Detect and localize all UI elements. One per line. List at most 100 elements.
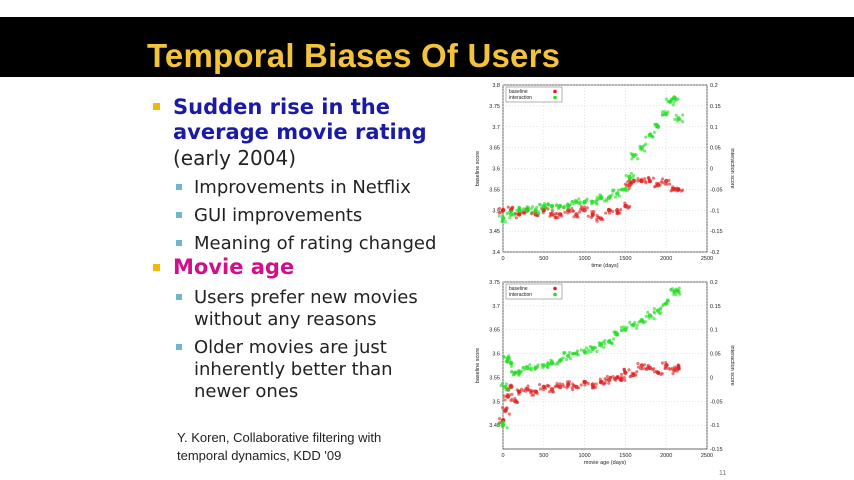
baseline-point [676, 363, 680, 367]
interaction-point [506, 360, 510, 364]
y2-tick-label: 0.1 [710, 125, 718, 131]
y2-axis-label: interaction score [729, 148, 735, 188]
interaction-point [608, 195, 612, 199]
interaction-point [615, 191, 620, 196]
interaction-point [630, 152, 635, 156]
baseline-point [655, 181, 659, 185]
baseline-point [526, 384, 530, 388]
chart-movie-age: 0 500 1000 1500 2000 2500 3.45 3.5 3.55 3.6 3.65 3.… [475, 280, 735, 466]
baseline-point [509, 399, 513, 403]
interaction-point [636, 157, 640, 161]
bullet-2-label: Movie age [173, 255, 295, 279]
interaction-point [675, 119, 680, 123]
legend-label: baseline [509, 286, 528, 292]
baseline-point [586, 214, 590, 218]
y-tick-label: 3.45 [489, 229, 500, 235]
y2-tick-label: 0.05 [710, 146, 721, 152]
baseline-point [613, 378, 618, 382]
interaction-point [619, 188, 623, 192]
baseline-point [524, 386, 528, 390]
baseline-point [644, 181, 648, 185]
interaction-point [589, 350, 593, 354]
y2-tick-label: 0 [710, 375, 713, 381]
baseline-point [653, 370, 657, 374]
interaction-point [634, 153, 638, 157]
legend-label: baseline [509, 89, 528, 95]
baseline-point [601, 217, 605, 222]
bullet-marker [153, 103, 160, 110]
title-bar: Temporal Biases Of Users [0, 17, 854, 77]
interaction-point [550, 204, 554, 208]
y-tick-label: 3.55 [489, 375, 500, 381]
interaction-point [642, 143, 646, 148]
interaction-point [584, 346, 589, 350]
interaction-point [681, 113, 685, 117]
y-tick-label: 3.7 [492, 304, 500, 310]
interaction-point [613, 332, 617, 337]
baseline-point [618, 378, 623, 382]
interaction-point [640, 320, 644, 324]
baseline-point [647, 176, 651, 180]
sub-bullet-netflix: Improvements in Netflix [194, 177, 411, 198]
baseline-point [538, 387, 543, 391]
interaction-point [661, 302, 666, 306]
interaction-point [583, 351, 587, 355]
bullet-1-line-2: average movie rating [173, 120, 427, 144]
baseline-point [627, 368, 631, 372]
interaction-point [543, 205, 548, 210]
baseline-point [658, 183, 662, 187]
interaction-point [673, 117, 677, 121]
y2-tick-label: 0.2 [710, 280, 718, 286]
y2-tick-label: -0.2 [710, 250, 719, 256]
baseline-point [554, 211, 558, 216]
baseline-point [607, 211, 612, 215]
baseline-point [664, 178, 669, 184]
x-tick-label: 1000 [578, 453, 590, 459]
baseline-point [602, 382, 606, 386]
interaction-point [663, 109, 667, 114]
interaction-point [624, 185, 628, 189]
baseline-point [586, 381, 590, 386]
interaction-point [659, 311, 663, 315]
interaction-point [573, 198, 578, 202]
baseline-point [674, 366, 678, 370]
sub-bullet-marker [176, 240, 182, 246]
legend-marker [553, 95, 557, 100]
baseline-point [636, 365, 641, 369]
interaction-point [638, 144, 642, 148]
baseline-point [570, 386, 574, 390]
interaction-point [510, 370, 514, 374]
baseline-point [582, 205, 587, 209]
baseline-point [623, 378, 627, 382]
baseline-point [515, 400, 519, 404]
interaction-point [504, 382, 509, 386]
interaction-point [502, 420, 506, 424]
interaction-point [673, 97, 677, 101]
baseline-point [504, 409, 508, 413]
baseline-point [509, 383, 513, 387]
interaction-point [562, 351, 566, 355]
interaction-point [517, 373, 521, 377]
baseline-point [627, 187, 631, 191]
interaction-point [672, 100, 676, 104]
interaction-point [587, 348, 591, 352]
interaction-point [503, 384, 508, 390]
interaction-point [503, 219, 507, 224]
interaction-point [624, 174, 628, 178]
interaction-point [613, 195, 617, 199]
interaction-point [586, 350, 590, 354]
interaction-point [644, 314, 648, 318]
interaction-point [631, 173, 636, 178]
interaction-point [505, 426, 509, 430]
interaction-point [554, 203, 559, 208]
y2-tick-label: -0.15 [710, 447, 723, 453]
interaction-point [534, 211, 538, 215]
interaction-point [577, 197, 581, 201]
baseline-point [634, 373, 638, 377]
baseline-point [642, 363, 647, 367]
interaction-point [593, 346, 598, 350]
baseline-point [622, 367, 627, 371]
legend-marker [553, 286, 557, 291]
baseline-point [669, 189, 673, 193]
baseline-point [544, 386, 548, 390]
